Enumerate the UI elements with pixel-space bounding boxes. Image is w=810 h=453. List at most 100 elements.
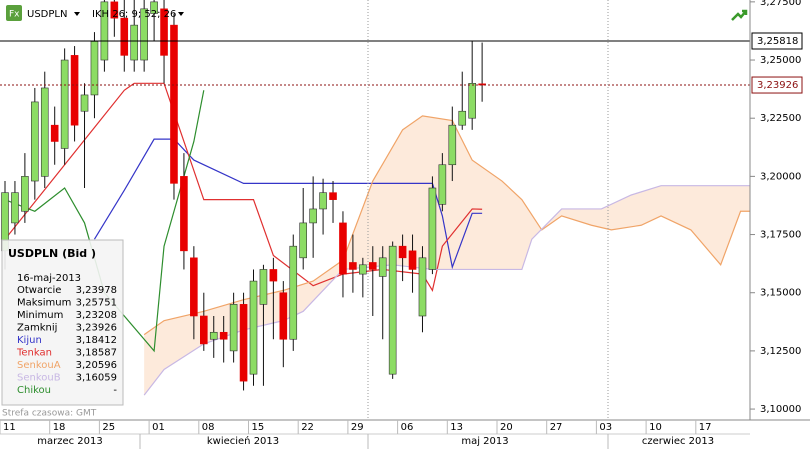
info-label: Chikou: [17, 385, 51, 396]
candle-body: [329, 192, 337, 200]
info-label: Kijun: [17, 335, 42, 346]
candle-body: [249, 280, 258, 375]
x-tick-label: 27: [550, 422, 563, 433]
x-tick-label: 25: [102, 422, 115, 433]
x-tick-label: 06: [401, 422, 414, 433]
x-tick-label: 10: [649, 422, 662, 433]
y-tick-label: 3,27500: [760, 0, 801, 8]
indicator-line: [93, 138, 483, 270]
x-tick-label: 20: [500, 422, 513, 433]
fx-icon[interactable]: [6, 5, 22, 21]
candle-body: [378, 257, 387, 277]
month-label: marzec 2013: [37, 436, 103, 447]
candle-body: [21, 176, 29, 212]
month-label: maj 2013: [461, 436, 508, 447]
symbol[interactable]: USDPLN: [27, 9, 67, 20]
y-axis-panel: [750, 0, 810, 420]
candle-body: [259, 269, 268, 305]
candle-body: [110, 1, 119, 19]
candle-body: [150, 1, 158, 14]
candle-body: [170, 24, 178, 184]
candle-body: [388, 245, 397, 375]
x-tick-label: 01: [152, 422, 165, 433]
trend-icon[interactable]: [731, 9, 748, 21]
x-tick-label: 08: [202, 422, 215, 433]
x-tick-label: 18: [53, 422, 66, 433]
candle-body: [408, 250, 417, 270]
info-value: 3,18587: [76, 348, 117, 359]
info-label: SenkouB: [17, 373, 61, 384]
plot: [0, 0, 751, 396]
candle-body: [458, 110, 467, 126]
candle-body: [31, 101, 39, 182]
candle-body: [120, 17, 129, 56]
info-value: 3,20596: [76, 360, 117, 371]
candle-body: [40, 87, 49, 177]
dropdown-arrow[interactable]: [178, 12, 184, 16]
candle-body: [448, 124, 457, 166]
candle-body: [90, 41, 99, 96]
info-label: Maksimum: [17, 298, 71, 309]
info-title: USDPLN (Bid ): [8, 247, 96, 260]
x-tick-label: 22: [301, 422, 314, 433]
candle-body: [368, 262, 377, 270]
candle-body: [478, 83, 486, 86]
candle-body: [209, 331, 218, 340]
cloud: [144, 115, 751, 396]
indicator-line: [143, 115, 751, 336]
info-value: 3,23208: [76, 310, 117, 321]
month-label: czerwiec 2013: [642, 436, 714, 447]
y-tick-label: 3,20000: [760, 171, 801, 182]
candle-body: [398, 245, 407, 259]
info-value: -: [113, 385, 117, 396]
candle-body: [160, 8, 168, 56]
candle-body: [70, 55, 79, 126]
y-tick-label: 3,25000: [760, 55, 801, 66]
info-value: 3,25751: [76, 298, 117, 309]
info-value: 3,23926: [76, 323, 117, 334]
y-tick-label: 3,10000: [760, 404, 801, 415]
candle-body: [11, 192, 19, 224]
candle-body: [80, 94, 89, 112]
dropdown-arrow[interactable]: [74, 12, 80, 16]
candle-body: [468, 83, 476, 119]
candle-body: [180, 176, 188, 252]
candle-body: [60, 59, 69, 149]
candle-body: [428, 187, 437, 270]
info-label: Otwarcie: [17, 285, 61, 296]
info-label: Zamknij: [17, 323, 57, 334]
candle-body: [279, 292, 288, 340]
price-label-box: [751, 76, 803, 94]
indicator[interactable]: IKH 26; 9; 52; 26: [92, 9, 176, 20]
candle-body: [299, 222, 308, 259]
x-tick-label: 17: [699, 422, 712, 433]
info-value: 3,16059: [76, 373, 117, 384]
candle-body: [309, 208, 317, 224]
y-tick-label: 3,17500: [760, 230, 801, 241]
info-value: 3,23978: [76, 285, 117, 296]
candle-body: [269, 269, 278, 282]
y-tick-label: 3,22500: [760, 113, 801, 124]
candle-body: [239, 304, 248, 382]
price-label: 3,25818: [757, 36, 798, 47]
candle-body: [190, 257, 198, 317]
candle-body: [229, 304, 238, 352]
info-box: [1, 239, 124, 406]
candle-body: [319, 192, 327, 210]
info-label: SenkouA: [17, 360, 61, 371]
candle-body: [130, 24, 139, 61]
candle-body: [438, 164, 447, 205]
x-tick-label: 13: [450, 422, 463, 433]
y-tick-label: 3,12500: [760, 346, 801, 357]
info-label: Minimum: [17, 310, 63, 321]
candle-body: [200, 315, 208, 345]
candle-body: [349, 262, 357, 270]
candle-body: [418, 257, 427, 317]
candle-body: [219, 331, 228, 340]
info-value: 3,18412: [76, 335, 117, 346]
candle-body: [140, 8, 148, 61]
price-label-box: [751, 32, 803, 50]
